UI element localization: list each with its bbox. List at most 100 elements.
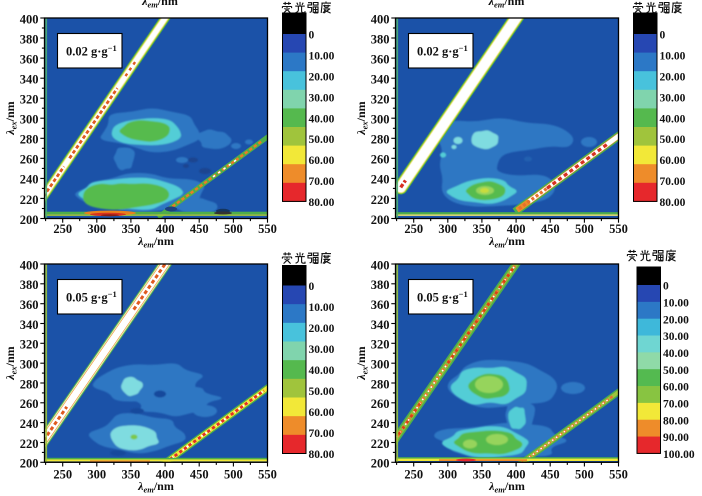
- svg-text:340: 340: [20, 73, 39, 87]
- svg-text:260: 260: [20, 397, 39, 411]
- svg-text:λem/nm: λem/nm: [137, 479, 174, 495]
- svg-text:240: 240: [20, 417, 39, 431]
- svg-text:400: 400: [20, 12, 39, 26]
- svg-text:30.00: 30.00: [660, 92, 686, 104]
- svg-text:220: 220: [371, 193, 390, 207]
- svg-text:10.00: 10.00: [309, 302, 335, 314]
- svg-text:360: 360: [371, 52, 390, 66]
- svg-text:350: 350: [122, 467, 141, 481]
- svg-text:360: 360: [20, 52, 39, 66]
- svg-text:200: 200: [371, 213, 390, 227]
- svg-text:70.00: 70.00: [660, 176, 686, 188]
- svg-text:20.00: 20.00: [660, 71, 686, 83]
- svg-text:400: 400: [20, 258, 39, 272]
- svg-text:400: 400: [156, 467, 175, 481]
- svg-text:360: 360: [20, 298, 39, 312]
- svg-text:200: 200: [371, 457, 390, 471]
- svg-text:500: 500: [575, 222, 594, 236]
- svg-text:300: 300: [20, 113, 39, 127]
- svg-text:80.00: 80.00: [309, 449, 335, 461]
- svg-text:70.00: 70.00: [663, 399, 689, 411]
- svg-text:400: 400: [156, 222, 175, 236]
- svg-text:280: 280: [371, 377, 390, 391]
- svg-text:10.00: 10.00: [660, 51, 686, 63]
- svg-text:220: 220: [20, 193, 39, 207]
- svg-text:550: 550: [258, 222, 277, 236]
- svg-text:300: 300: [438, 222, 457, 236]
- svg-text:550: 550: [258, 467, 277, 481]
- svg-text:80.00: 80.00: [663, 415, 689, 427]
- svg-text:300: 300: [87, 467, 106, 481]
- svg-text:340: 340: [371, 73, 390, 87]
- svg-text:500: 500: [575, 467, 594, 481]
- svg-text:50.00: 50.00: [309, 386, 335, 398]
- svg-text:50.00: 50.00: [660, 134, 686, 146]
- svg-text:450: 450: [190, 222, 209, 236]
- svg-text:80.00: 80.00: [660, 197, 686, 209]
- svg-text:80.00: 80.00: [309, 197, 335, 209]
- svg-text:70.00: 70.00: [309, 176, 335, 188]
- svg-text:0: 0: [663, 281, 669, 293]
- svg-text:0.05 g·g−1: 0.05 g·g−1: [66, 289, 117, 305]
- svg-text:280: 280: [20, 377, 39, 391]
- svg-text:360: 360: [371, 298, 390, 312]
- svg-text:50.00: 50.00: [663, 365, 689, 377]
- svg-text:0.02 g·g−1: 0.02 g·g−1: [66, 43, 117, 59]
- svg-text:260: 260: [20, 153, 39, 167]
- svg-text:10.00: 10.00: [309, 51, 335, 63]
- svg-text:400: 400: [371, 258, 390, 272]
- svg-text:λem/nm: λem/nm: [141, 0, 178, 10]
- svg-text:60.00: 60.00: [660, 155, 686, 167]
- svg-text:10.00: 10.00: [663, 297, 689, 309]
- svg-text:0: 0: [309, 30, 315, 42]
- svg-text:100.00: 100.00: [663, 449, 695, 461]
- svg-text:320: 320: [20, 338, 39, 352]
- svg-text:250: 250: [53, 467, 72, 481]
- svg-text:280: 280: [371, 133, 390, 147]
- svg-text:400: 400: [507, 467, 526, 481]
- svg-text:340: 340: [20, 318, 39, 332]
- svg-text:40.00: 40.00: [660, 113, 686, 125]
- svg-text:30.00: 30.00: [309, 92, 335, 104]
- svg-text:340: 340: [371, 318, 390, 332]
- svg-text:380: 380: [371, 32, 390, 46]
- svg-text:450: 450: [541, 222, 560, 236]
- svg-text:60.00: 60.00: [309, 407, 335, 419]
- svg-text:350: 350: [473, 222, 492, 236]
- svg-text:λem/nm: λem/nm: [488, 234, 525, 250]
- svg-text:30.00: 30.00: [663, 331, 689, 343]
- svg-text:30.00: 30.00: [309, 344, 335, 356]
- svg-text:240: 240: [371, 417, 390, 431]
- svg-text:λem/nm: λem/nm: [137, 234, 174, 250]
- svg-text:350: 350: [473, 467, 492, 481]
- svg-text:200: 200: [20, 457, 39, 471]
- svg-text:300: 300: [87, 222, 106, 236]
- svg-text:20.00: 20.00: [309, 323, 335, 335]
- svg-text:250: 250: [404, 467, 423, 481]
- svg-text:500: 500: [224, 467, 243, 481]
- svg-text:0: 0: [660, 30, 666, 42]
- svg-text:0.05 g·g−1: 0.05 g·g−1: [417, 289, 468, 305]
- svg-text:40.00: 40.00: [309, 113, 335, 125]
- svg-text:60.00: 60.00: [309, 155, 335, 167]
- svg-text:380: 380: [20, 32, 39, 46]
- svg-text:250: 250: [404, 222, 423, 236]
- svg-text:400: 400: [507, 222, 526, 236]
- svg-text:250: 250: [53, 222, 72, 236]
- svg-text:50.00: 50.00: [309, 134, 335, 146]
- svg-text:70.00: 70.00: [309, 428, 335, 440]
- svg-text:240: 240: [371, 173, 390, 187]
- svg-text:450: 450: [541, 467, 560, 481]
- svg-text:40.00: 40.00: [663, 348, 689, 360]
- svg-text:λex/nm: λex/nm: [354, 346, 370, 380]
- svg-text:λem/nm: λem/nm: [488, 0, 525, 10]
- svg-text:350: 350: [122, 222, 141, 236]
- svg-text:260: 260: [371, 397, 390, 411]
- svg-text:300: 300: [371, 113, 390, 127]
- svg-text:380: 380: [371, 278, 390, 292]
- svg-text:λex/nm: λex/nm: [354, 101, 370, 135]
- svg-text:320: 320: [20, 93, 39, 107]
- svg-text:λex/nm: λex/nm: [3, 346, 19, 380]
- svg-text:240: 240: [20, 173, 39, 187]
- svg-text:20.00: 20.00: [309, 71, 335, 83]
